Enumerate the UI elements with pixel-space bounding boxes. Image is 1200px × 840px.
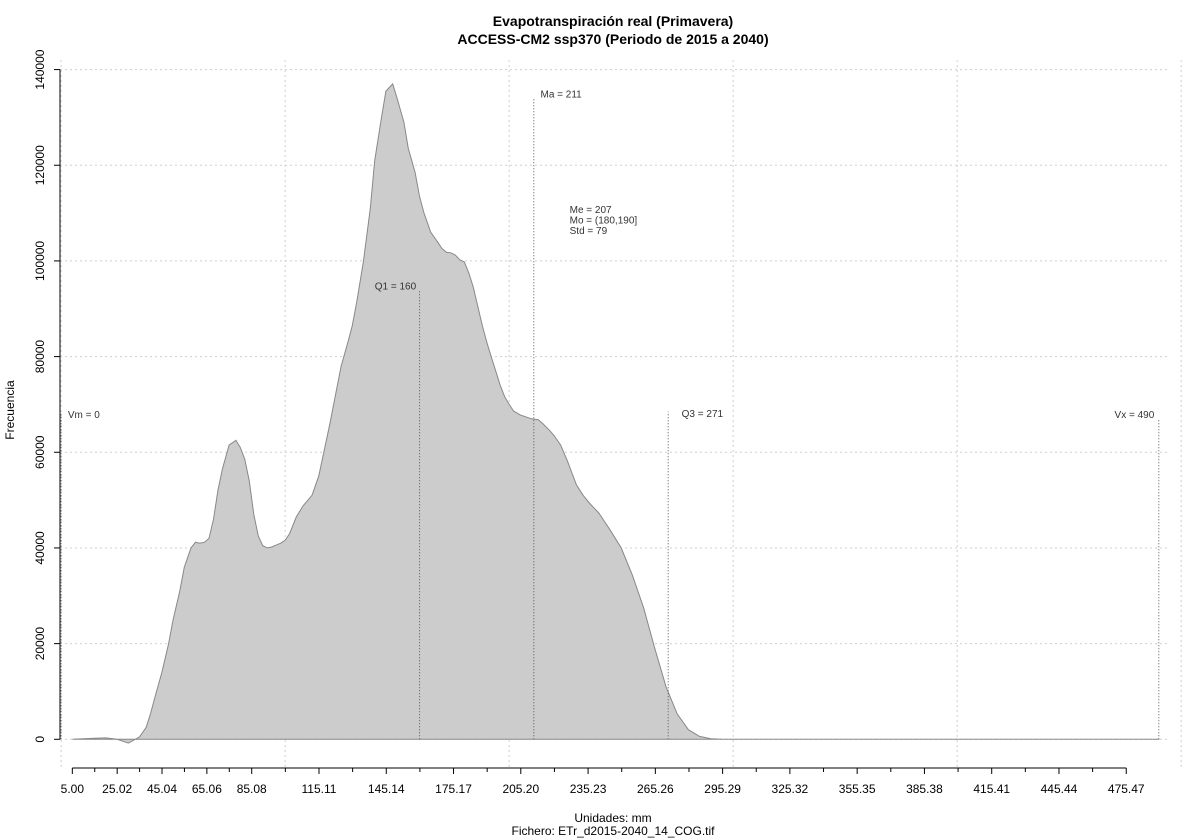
y-axis-label: Frecuencia	[3, 380, 17, 440]
stat-annotation: Vx = 490	[1115, 410, 1155, 421]
x-tick-label: 415.41	[973, 782, 1010, 796]
stat-annotation: Q1 = 160	[375, 282, 417, 293]
y-tick-label: 100000	[33, 241, 47, 281]
x-tick-label: 325.32	[772, 782, 809, 796]
x-tick-label: 295.29	[704, 782, 741, 796]
y-tick-label: 80000	[33, 340, 47, 374]
y-tick-label: 20000	[33, 627, 47, 661]
chart-title: Evapotranspiración real (Primavera)	[493, 13, 733, 29]
stat-annotation: Me = 207	[570, 205, 612, 216]
x-tick-label: 265.26	[637, 782, 674, 796]
chart-subtitle: ACCESS-CM2 ssp370 (Periodo de 2015 a 204…	[457, 31, 768, 47]
y-tick-label: 0	[33, 736, 47, 743]
x-tick-label: 45.04	[147, 782, 177, 796]
x-tick-label: 25.02	[102, 782, 132, 796]
density-area	[72, 82, 1160, 744]
stat-annotation: Mo = (180,190]	[570, 216, 638, 227]
x-tick-label: 235.23	[570, 782, 607, 796]
x-tick-label: 355.35	[839, 782, 876, 796]
stat-lines	[60, 98, 1160, 740]
x-tick-label: 5.00	[61, 782, 85, 796]
stat-annotation: Ma = 211	[541, 89, 583, 100]
x-axis-label: Unidades: mm	[574, 811, 651, 825]
x-tick-label: 445.44	[1041, 782, 1078, 796]
y-tick-label: 40000	[33, 531, 47, 565]
x-tick-label: 385.38	[906, 782, 943, 796]
density-series	[72, 82, 1160, 744]
x-tick-label: 65.06	[192, 782, 222, 796]
stat-annotation: Std = 79	[570, 226, 608, 237]
x-tick-label: 205.20	[502, 782, 539, 796]
stat-annotation: Vm = 0	[68, 410, 100, 421]
footer-filename: Fichero: ETr_d2015-2040_14_COG.tif	[512, 824, 716, 838]
y-tick-label: 140000	[33, 49, 47, 89]
axes: 5.00 25.02 45.04 65.06 85.08 115.11 145.14 175.…	[33, 49, 1145, 796]
y-tick-label: 60000	[33, 435, 47, 469]
stat-annotation: Q3 = 271	[682, 409, 724, 420]
x-tick-label: 145.14	[368, 782, 405, 796]
x-tick-label: 85.08	[237, 782, 267, 796]
x-tick-label: 115.11	[302, 782, 337, 796]
x-tick-label: 475.47	[1108, 782, 1145, 796]
x-tick-label: 175.17	[435, 782, 472, 796]
y-tick-label: 120000	[33, 145, 47, 185]
